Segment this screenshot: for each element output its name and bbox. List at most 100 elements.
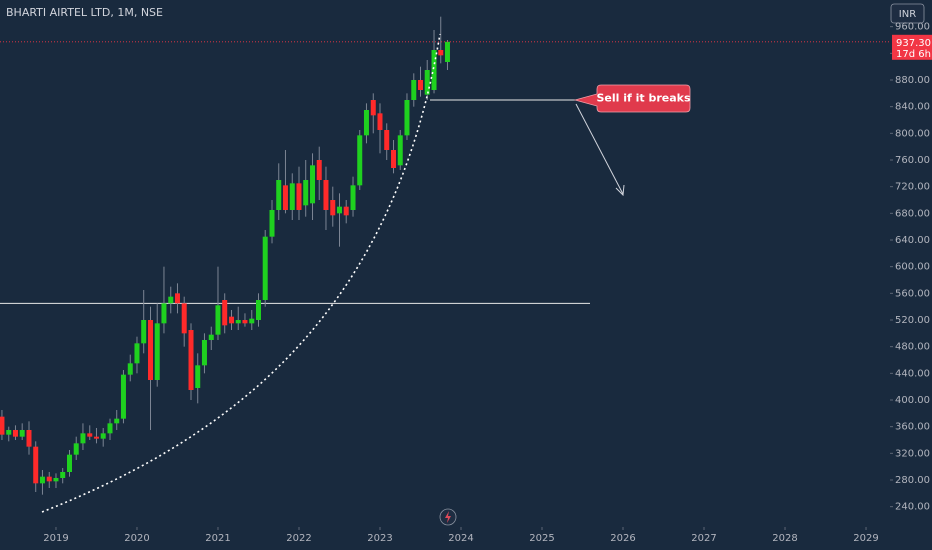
candle-body: [343, 206, 349, 216]
candle-body: [350, 185, 356, 210]
candle-body: [39, 476, 45, 484]
candle-body: [114, 418, 120, 424]
candle-body: [289, 183, 295, 210]
candle-body: [181, 303, 187, 334]
y-tick-label: 960.00: [895, 22, 930, 33]
candle-body: [235, 320, 241, 324]
candle-body: [384, 130, 390, 150]
x-tick-label: 2026: [610, 533, 635, 544]
y-tick-label: 400.00: [895, 395, 930, 406]
candle-body: [330, 200, 336, 216]
candle-body: [323, 180, 329, 210]
arrow-head: [615, 184, 625, 197]
candle-body: [316, 160, 322, 180]
countdown: 17d 6h: [896, 49, 931, 60]
y-tick-label: 360.00: [895, 422, 930, 433]
x-tick-label: 2029: [853, 533, 878, 544]
y-tick-label: 880.00: [895, 75, 930, 86]
arrow-line: [575, 103, 624, 195]
y-tick-label: 480.00: [895, 342, 930, 353]
candle-body: [417, 80, 423, 90]
candle-body: [404, 100, 410, 136]
y-tick-label: 320.00: [895, 448, 930, 459]
candle-body: [12, 430, 18, 437]
candle-body: [168, 296, 174, 304]
candle-body: [93, 436, 99, 439]
candle-body: [188, 330, 194, 390]
y-tick-label: 560.00: [895, 288, 930, 299]
candle-body: [296, 183, 302, 210]
candle-body: [208, 334, 214, 340]
candle-body: [377, 113, 383, 130]
candle-body: [87, 433, 93, 437]
candle-body: [222, 300, 228, 326]
candle-body: [161, 303, 167, 324]
y-tick-label: 240.00: [895, 502, 930, 513]
candle-body: [73, 443, 79, 455]
y-tick-label: 800.00: [895, 128, 930, 139]
candle-body: [363, 110, 369, 136]
candle-body: [19, 430, 25, 437]
y-tick-label: 760.00: [895, 155, 930, 166]
candle-body: [424, 70, 430, 95]
currency-box[interactable]: [890, 3, 925, 24]
x-tick-label: 2024: [448, 533, 473, 544]
x-tick-label: 2021: [205, 533, 230, 544]
candle-body: [357, 135, 363, 186]
candle-body: [269, 210, 275, 237]
y-tick-label: 680.00: [895, 208, 930, 219]
candle-body: [46, 476, 52, 482]
x-tick-label: 2020: [124, 533, 149, 544]
y-tick-label: 520.00: [895, 315, 930, 326]
candle-body: [242, 320, 248, 324]
candle-body: [100, 433, 106, 439]
candle-body: [60, 472, 66, 478]
chart-title: BHARTI AIRTEL LTD, 1M, NSE: [6, 6, 163, 19]
x-tick-label: 2019: [43, 533, 68, 544]
candle-body: [391, 150, 397, 168]
y-tick-label: 840.00: [895, 102, 930, 113]
candle-body: [80, 433, 86, 444]
candle-body: [53, 478, 59, 482]
candle-body: [201, 340, 207, 366]
candle-body: [67, 454, 73, 472]
candle-body: [249, 318, 255, 324]
candle-body: [148, 320, 154, 380]
y-tick-label: 280.00: [895, 475, 930, 486]
x-tick-label: 2028: [772, 533, 797, 544]
candle-body: [262, 236, 268, 300]
candle-body: [6, 430, 12, 435]
candle-body: [310, 165, 316, 204]
candle-body: [282, 185, 288, 210]
currency[interactable]: INR: [899, 9, 916, 20]
plot-area: [0, 16, 893, 530]
candle-body: [431, 50, 437, 90]
last-price-label: 937.30: [896, 38, 931, 49]
candle-body: [438, 50, 444, 56]
candle-body: [276, 180, 282, 210]
candle-body: [255, 300, 261, 320]
candle-body: [154, 323, 160, 380]
candle-body: [411, 80, 417, 100]
candle-body: [229, 316, 235, 324]
y-tick-label: 720.00: [895, 182, 930, 193]
candle-body: [397, 135, 403, 166]
candle-body: [444, 41, 450, 62]
candle-body: [26, 430, 32, 447]
callout: [573, 84, 691, 113]
y-tick-label: 600.00: [895, 262, 930, 273]
x-tick-label: 2027: [691, 533, 716, 544]
candle-body: [141, 320, 147, 344]
callout-text: Sell if it breaks: [596, 92, 690, 105]
candle-body: [134, 343, 140, 364]
y-tick-label: 640.00: [895, 235, 930, 246]
candle-body: [0, 416, 5, 435]
lightning-glyph: [445, 511, 451, 523]
candle-body: [370, 100, 376, 116]
candle-body: [174, 293, 180, 304]
candle-body: [215, 305, 221, 335]
last-price-box: [892, 34, 932, 60]
y-tick-label: 440.00: [895, 368, 930, 379]
